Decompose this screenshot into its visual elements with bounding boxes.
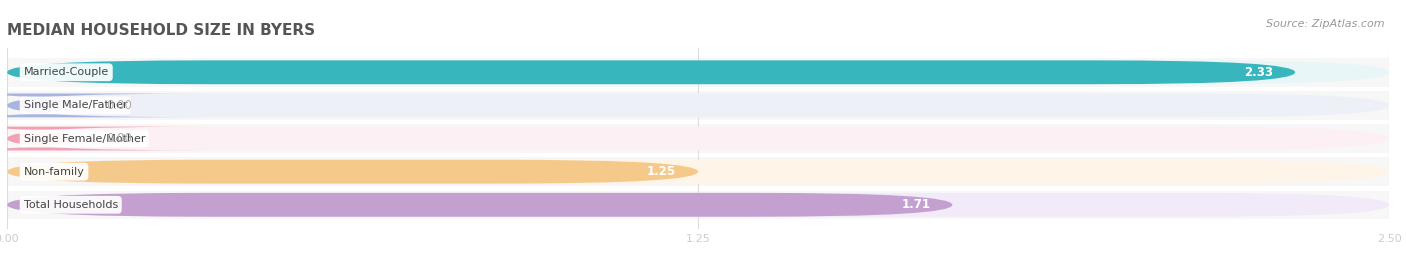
Text: Married-Couple: Married-Couple <box>24 67 108 77</box>
FancyBboxPatch shape <box>7 127 1389 150</box>
FancyBboxPatch shape <box>7 193 1389 217</box>
FancyBboxPatch shape <box>7 124 1389 153</box>
FancyBboxPatch shape <box>7 58 1389 87</box>
Text: 0.00: 0.00 <box>107 132 132 145</box>
Text: Non-family: Non-family <box>24 167 84 177</box>
Text: MEDIAN HOUSEHOLD SIZE IN BYERS: MEDIAN HOUSEHOLD SIZE IN BYERS <box>7 23 315 38</box>
Text: 2.33: 2.33 <box>1244 66 1272 79</box>
Text: Source: ZipAtlas.com: Source: ZipAtlas.com <box>1267 19 1385 29</box>
Text: 1.71: 1.71 <box>901 198 931 211</box>
FancyBboxPatch shape <box>0 94 207 117</box>
FancyBboxPatch shape <box>7 160 697 183</box>
Text: Single Female/Mother: Single Female/Mother <box>24 133 145 144</box>
FancyBboxPatch shape <box>7 60 1389 84</box>
Text: Single Male/Father: Single Male/Father <box>24 100 127 110</box>
Text: 1.25: 1.25 <box>647 165 676 178</box>
FancyBboxPatch shape <box>7 193 952 217</box>
Text: Total Households: Total Households <box>24 200 118 210</box>
Text: 0.00: 0.00 <box>107 99 132 112</box>
FancyBboxPatch shape <box>7 94 1389 117</box>
FancyBboxPatch shape <box>7 190 1389 219</box>
FancyBboxPatch shape <box>0 127 207 150</box>
FancyBboxPatch shape <box>7 91 1389 120</box>
FancyBboxPatch shape <box>7 157 1389 186</box>
FancyBboxPatch shape <box>7 160 1389 183</box>
FancyBboxPatch shape <box>7 60 1295 84</box>
